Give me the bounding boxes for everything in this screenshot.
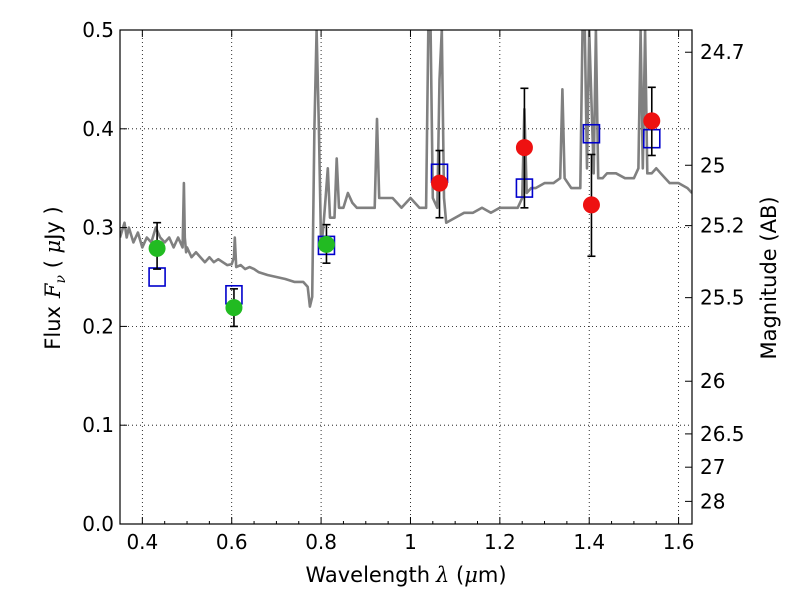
model-photometry-squares [148,123,661,305]
y-tick-label: 0.1 [82,413,114,437]
grid-lines [120,29,692,525]
right-tick-label: 25.2 [700,214,745,238]
spectrum-line [120,30,692,308]
right-tick-label: 28 [700,489,725,513]
right-tick-label: 26 [700,369,725,393]
x-axis-label-symbol: λ [435,563,449,587]
right-tick-label: 24.7 [700,40,745,64]
x-tick-label: 1 [404,530,417,554]
x-axis-label-unit-mu: μ [464,563,478,587]
model-spectrum [120,30,692,308]
y-axis-label-prefix: Flux [41,306,65,350]
green-data-point [148,239,166,257]
y-tick-label: 0.3 [82,216,114,240]
red-data-point [515,139,533,157]
x-tick-label: 0.4 [126,530,158,554]
x-tick-labels: 0.4 0.6 0.8 1 1.2 1.4 1.6 [126,530,694,554]
right-tick-label: 26.5 [700,422,745,446]
y-axis-label: Flux Fν ( μJy ) [41,206,69,349]
x-tick-label: 0.6 [216,530,248,554]
x-tick-label: 0.8 [305,530,337,554]
y-tick-label: 0.5 [82,18,114,42]
right-axis-label: Magnitude (AB) [757,196,781,359]
y-tick-label: 0.4 [82,117,114,141]
right-tick-label: 27 [700,455,725,479]
red-data-point [431,174,449,192]
y-axis-label-unit-open: ( [41,253,65,275]
x-axis-label-unit-open: ( [449,563,464,587]
green-data-point [317,235,335,253]
axis-ticks [119,29,692,525]
y-axis-label-unit-mu: μ [41,240,65,254]
observed-photometry-red [431,86,661,258]
model-square-marker [148,267,166,287]
x-axis-label-unit-rest: m) [478,563,507,587]
right-tick-label: 25.5 [700,286,745,310]
y-axis-label-unit-rest: Jy ) [41,206,65,242]
green-data-point [225,299,243,317]
model-square-marker [582,123,601,144]
y-tick-label: 0.0 [82,512,114,536]
x-axis-label-prefix: Wavelength [305,563,430,587]
y-tick-labels: 0.0 0.1 0.2 0.3 0.4 0.5 [82,18,114,536]
x-axis-label: Wavelength λ (μm) [305,563,506,587]
x-tick-label: 1.6 [663,530,695,554]
y-axis-label-subscript: ν [53,274,69,283]
right-tick-label: 25 [700,153,725,177]
plot-frame [119,29,693,525]
red-data-point [582,196,600,214]
red-data-point [643,112,661,130]
y-axis-label-symbol: F [41,282,65,299]
observed-photometry-green [148,221,335,328]
y-tick-label: 0.2 [82,314,114,338]
x-tick-label: 1.2 [484,530,516,554]
right-tick-labels: 24.7 25 25.2 25.5 26 26.5 27 28 [700,40,745,513]
x-tick-label: 1.4 [573,530,605,554]
